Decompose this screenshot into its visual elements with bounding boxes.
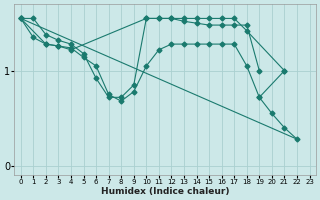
X-axis label: Humidex (Indice chaleur): Humidex (Indice chaleur)	[101, 187, 229, 196]
